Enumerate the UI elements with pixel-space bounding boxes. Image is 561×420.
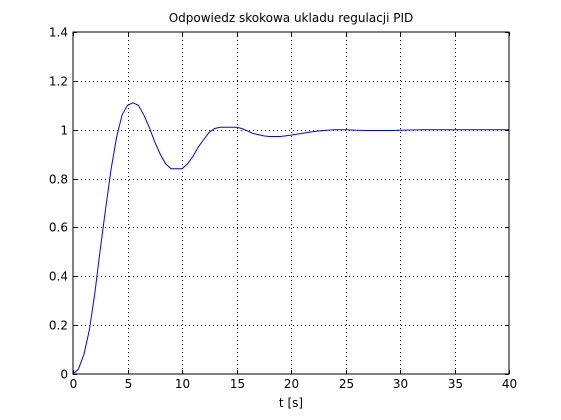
y-tick-label: 0.8 <box>49 173 68 187</box>
y-tick-label: 0.6 <box>49 221 68 235</box>
plot-frame <box>72 31 510 375</box>
x-tick-label: 25 <box>339 377 354 391</box>
x-tick-label: 30 <box>393 377 408 391</box>
x-tick-label: 15 <box>230 377 245 391</box>
grid <box>73 32 509 374</box>
y-tick-label: 1.4 <box>49 26 68 40</box>
x-tick-label: 0 <box>70 377 78 391</box>
tick-labels: 0 5 10 15 20 25 30 35 40 0 0.2 0.4 0.6 0.8 1 1.2 1.4 <box>49 26 517 392</box>
x-tick-label: 5 <box>125 377 133 391</box>
chart-title: Odpowiedz skokowa ukladu regulacji PID <box>169 11 414 25</box>
x-axis-label: t [s] <box>279 396 303 410</box>
step-response-line <box>72 102 509 375</box>
x-tick-label: 10 <box>175 377 190 391</box>
x-tick-label: 40 <box>502 377 517 391</box>
x-tick-label: 20 <box>284 377 299 391</box>
x-tick-label: 35 <box>448 377 463 391</box>
y-tick-label: 0.4 <box>49 270 68 284</box>
y-tick-label: 0 <box>60 368 68 382</box>
axis-ticks <box>73 32 510 375</box>
y-tick-label: 0.2 <box>49 319 68 333</box>
y-tick-label: 1.2 <box>49 75 68 89</box>
y-tick-label: 1 <box>60 124 68 138</box>
